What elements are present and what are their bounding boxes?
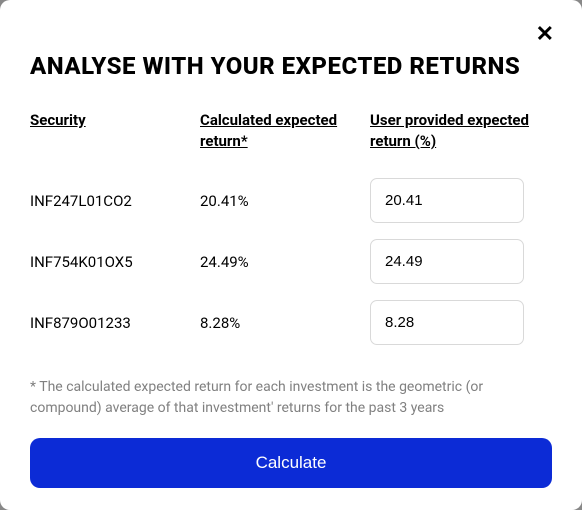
expected-returns-modal: ✕ ANALYSE WITH YOUR EXPECTED RETURNS Sec…	[0, 0, 582, 510]
table-row: INF247L01CO2 20.41%	[30, 178, 552, 223]
close-icon[interactable]: ✕	[536, 24, 554, 46]
header-calculated: Calculated expected return*	[200, 110, 370, 152]
header-security: Security	[30, 110, 200, 152]
table-header-row: Security Calculated expected return* Use…	[30, 110, 552, 152]
cell-calculated: 8.28%	[200, 314, 370, 332]
header-user-provided: User provided expected return (%)	[370, 110, 552, 152]
table-row: INF879O01233 8.28%	[30, 300, 552, 345]
modal-title: ANALYSE WITH YOUR EXPECTED RETURNS	[30, 52, 552, 80]
cell-security: INF879O01233	[30, 314, 200, 332]
expected-return-input[interactable]	[370, 178, 524, 223]
cell-security: INF754K01OX5	[30, 253, 200, 271]
cell-user-input	[370, 239, 552, 284]
cell-user-input	[370, 300, 552, 345]
expected-return-input[interactable]	[370, 300, 524, 345]
cell-calculated: 20.41%	[200, 192, 370, 210]
cell-user-input	[370, 178, 552, 223]
cell-calculated: 24.49%	[200, 253, 370, 271]
cell-security: INF247L01CO2	[30, 192, 200, 210]
table-row: INF754K01OX5 24.49%	[30, 239, 552, 284]
returns-table: Security Calculated expected return* Use…	[30, 110, 552, 361]
footnote-text: * The calculated expected return for eac…	[30, 377, 552, 419]
calculate-button[interactable]: Calculate	[30, 438, 552, 488]
expected-return-input[interactable]	[370, 239, 524, 284]
